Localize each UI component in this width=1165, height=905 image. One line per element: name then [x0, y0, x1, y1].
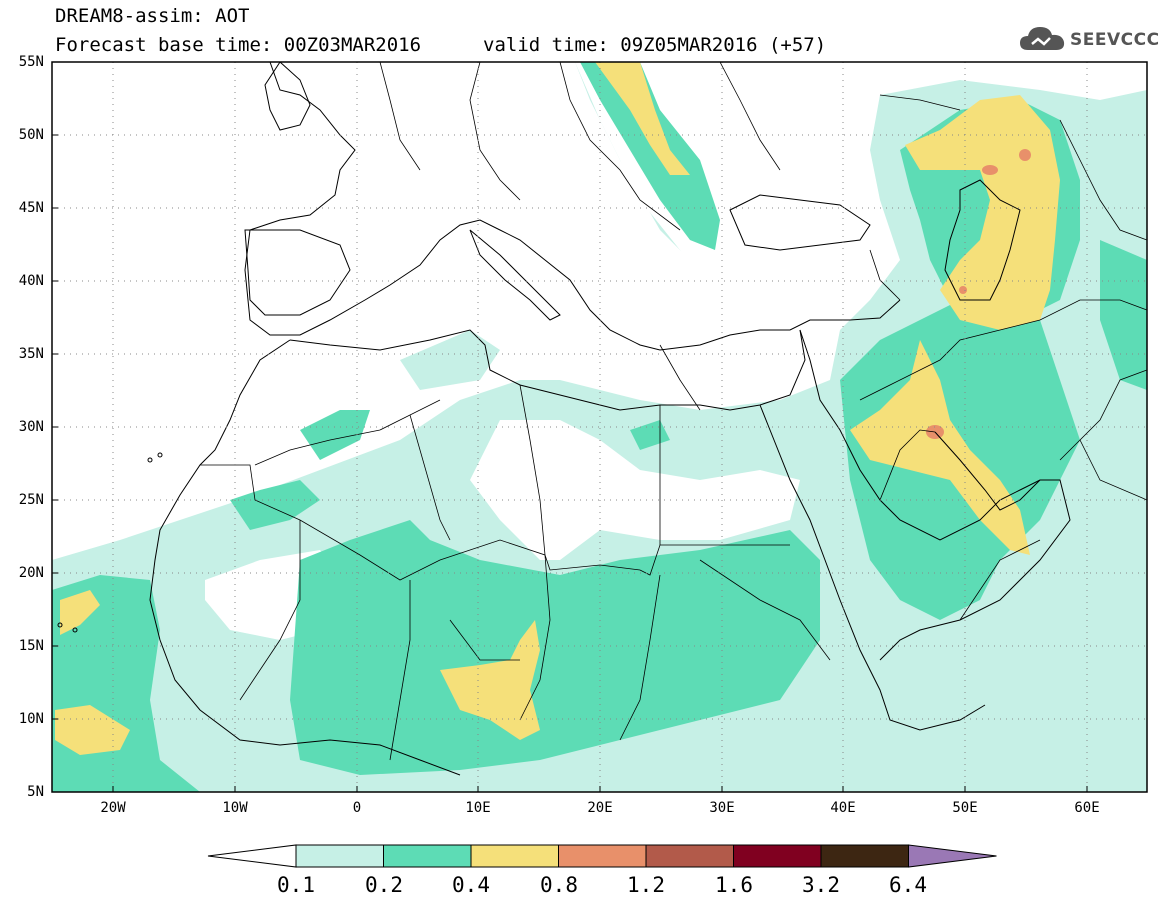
lon-label: 50E [952, 800, 978, 816]
colorbar-label: 1.6 [715, 873, 753, 897]
coastlines [57, 62, 1071, 776]
colorbar-label: 0.4 [452, 873, 490, 897]
aot-field-0.8 [926, 149, 1031, 439]
lat-label: 20N [18, 565, 44, 581]
lon-label: 60E [1074, 800, 1100, 816]
country-borders [200, 62, 1147, 761]
lon-label: 20E [587, 800, 613, 816]
map-title: DREAM8-assim: AOT [55, 5, 250, 27]
lat-label: 40N [18, 273, 44, 289]
lon-label: 10E [465, 800, 491, 816]
lon-label: 30E [709, 800, 735, 816]
lat-label: 5N [27, 784, 44, 800]
colorbar-label: 0.2 [365, 873, 403, 897]
lat-label: 45N [18, 200, 44, 216]
lon-label: 20W [100, 800, 126, 816]
axis-ticks [52, 61, 1088, 793]
lat-label: 30N [18, 419, 44, 435]
seevccc-logo: SEEVCCC [1018, 22, 1160, 58]
graticule [52, 62, 1147, 792]
lat-label: 25N [18, 492, 44, 508]
lon-label: 10W [222, 800, 248, 816]
lat-label: 55N [18, 54, 44, 70]
lat-label: 15N [18, 638, 44, 654]
lat-label: 10N [18, 711, 44, 727]
lat-label: 50N [18, 127, 44, 143]
colorbar-label: 6.4 [889, 873, 927, 897]
logo-text: SEEVCCC [1070, 30, 1160, 50]
colorbar-label: 0.8 [540, 873, 578, 897]
colorbar-label: 3.2 [802, 873, 840, 897]
lon-label: 0 [352, 800, 362, 816]
valid-time: valid time: 09Z05MAR2016 (+57) [483, 34, 827, 56]
colorbar-label: 1.2 [627, 873, 665, 897]
cloud-icon [1020, 27, 1065, 50]
colorbar-label: 0.1 [277, 873, 315, 897]
lat-label: 35N [18, 346, 44, 362]
forecast-base-time: Forecast base time: 00Z03MAR2016 [55, 34, 422, 56]
lon-label: 40E [830, 800, 856, 816]
